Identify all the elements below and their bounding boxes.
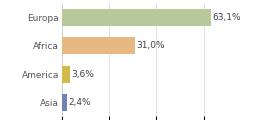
Text: 63,1%: 63,1% bbox=[212, 13, 241, 22]
Bar bbox=[62, 9, 211, 26]
Bar bbox=[62, 94, 67, 111]
Text: 2,4%: 2,4% bbox=[69, 98, 91, 107]
Text: 31,0%: 31,0% bbox=[136, 41, 165, 50]
Text: 3,6%: 3,6% bbox=[71, 70, 94, 79]
Bar bbox=[62, 66, 70, 83]
Bar bbox=[62, 37, 135, 54]
